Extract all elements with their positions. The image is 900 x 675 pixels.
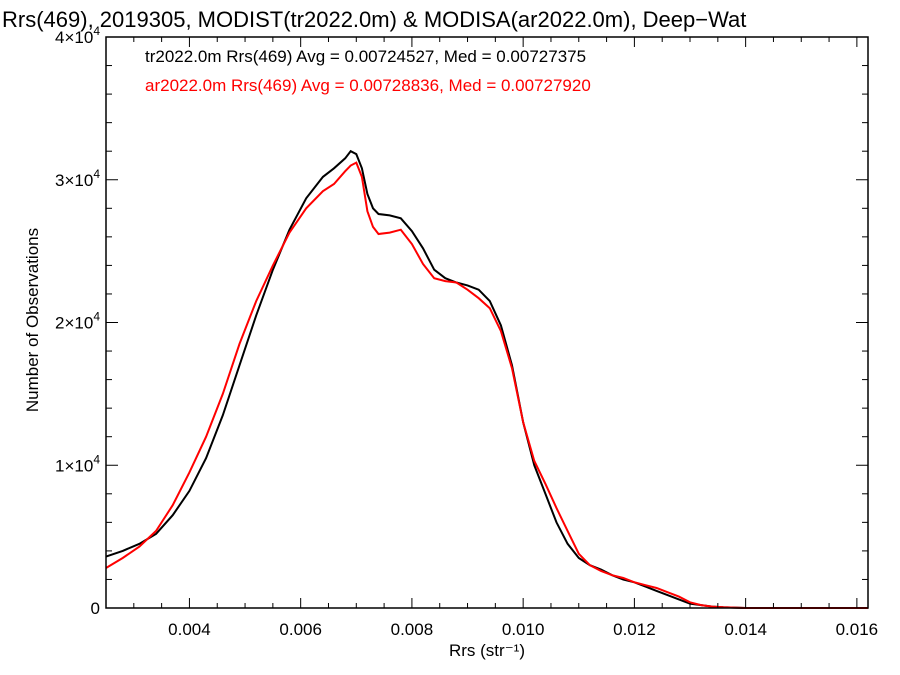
series-line-1 (105, 161, 868, 609)
plot-frame (105, 36, 869, 609)
y-axis-label: Number of Observations (23, 228, 42, 412)
x-tick-label: 0.006 (279, 620, 322, 639)
x-tick-label: 0.016 (836, 620, 879, 639)
y-tick-label: 1×104 (55, 452, 100, 475)
plot-area: 0.004 0.006 0.008 0.010 0.012 0.014 0.016 0 1×10… (55, 24, 878, 639)
x-axis-label: Rrs (str⁻¹) (449, 641, 525, 660)
legend-entry-ar2022: ar2022.0m Rrs(469) Avg = 0.00728836, Med… (145, 76, 591, 95)
y-tick-label: 4×104 (55, 24, 100, 47)
x-tick-label: 0.008 (391, 620, 434, 639)
series-line-0 (105, 149, 868, 609)
x-tick-label: 0.014 (724, 620, 767, 639)
y-tick-label: 3×104 (55, 167, 100, 190)
y-tick-label: 0 (91, 599, 100, 618)
x-tick-label: 0.010 (502, 620, 545, 639)
x-tick-label: 0.012 (613, 620, 656, 639)
legend-entry-tr2022: tr2022.0m Rrs(469) Avg = 0.00724527, Med… (145, 47, 586, 66)
x-tick-label: 0.004 (168, 620, 211, 639)
y-tick-label: 2×104 (55, 310, 100, 333)
chart-title: Rrs(469), 2019305, MODIST(tr2022.0m) & M… (2, 7, 746, 32)
